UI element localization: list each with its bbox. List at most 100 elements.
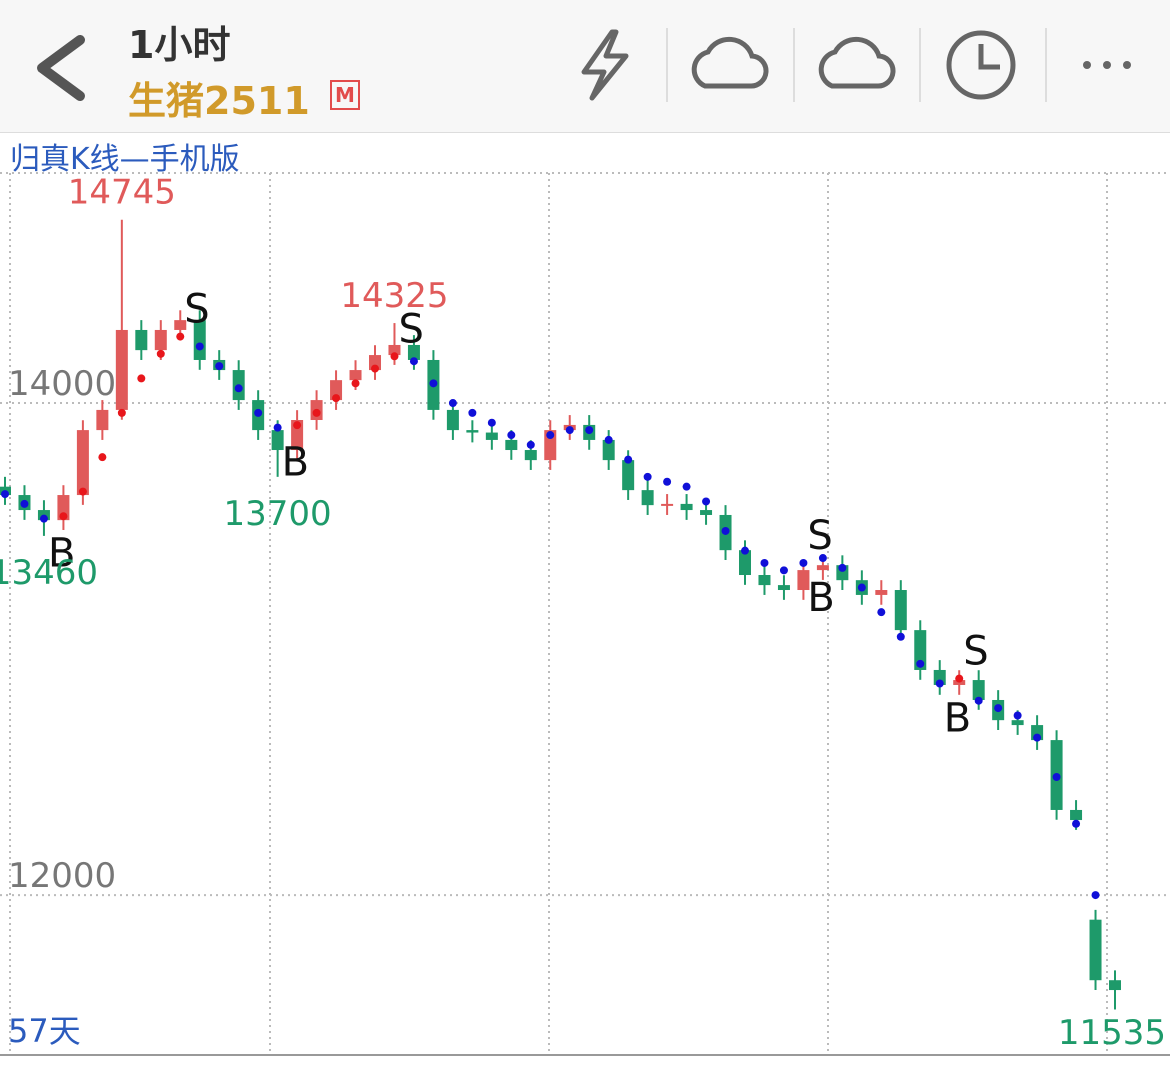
trend-dot (994, 704, 1003, 713)
candle-body (777, 585, 790, 591)
candle-body (505, 439, 518, 451)
candle-body (135, 329, 148, 351)
candle-body (661, 503, 674, 506)
candle-body (1070, 809, 1083, 821)
cloud-sync-icon[interactable] (818, 36, 896, 89)
trend-dot (195, 342, 204, 351)
trend-dot (818, 554, 827, 563)
trend-dot (351, 379, 360, 388)
trend-dot (78, 487, 87, 496)
back-button[interactable] (37, 35, 85, 101)
candle-body (1031, 725, 1044, 741)
trend-dot (390, 352, 399, 361)
trend-dot (916, 659, 925, 668)
y-tick-label: 12000 (8, 856, 116, 896)
candle-body (563, 424, 576, 431)
trend-dot (974, 696, 983, 705)
trend-dot (935, 679, 944, 688)
candle-body (758, 575, 771, 586)
trend-dot (429, 379, 438, 388)
candle-body (18, 495, 31, 511)
candle-body (680, 503, 693, 511)
trend-dot (254, 408, 263, 417)
watermark: 归真K线—手机版 (10, 142, 240, 177)
trend-dot (546, 431, 555, 440)
trend-dot (176, 332, 185, 341)
candle-body (972, 680, 985, 700)
trend-dot (1033, 733, 1042, 742)
price-label: 14325 (340, 276, 448, 316)
price-label: 13700 (224, 494, 332, 534)
candle-body (76, 430, 89, 496)
candle-body (583, 424, 596, 440)
trend-dot (760, 558, 769, 567)
trend-dot (234, 384, 243, 393)
trend-dot (273, 423, 282, 432)
candle-body (232, 370, 245, 401)
trend-dot (507, 431, 516, 440)
candle-body (953, 680, 966, 685)
candle-body (174, 320, 187, 330)
exchange-badge: M (330, 80, 360, 110)
trend-dot (448, 399, 457, 408)
trend-dot (409, 357, 418, 366)
signal-label: B (48, 531, 75, 577)
candle-body (369, 355, 381, 371)
candle-body (641, 490, 654, 506)
price-label: 13460 (0, 553, 98, 593)
cloud-flash-icon[interactable] (691, 36, 769, 89)
trend-dot (59, 512, 68, 521)
candle-body (349, 370, 362, 381)
trend-dot (1, 490, 9, 499)
trend-dot (896, 632, 905, 641)
more-button[interactable] (1083, 61, 1131, 69)
trend-dot (526, 440, 535, 449)
candle-body (914, 630, 927, 670)
candle-body (37, 510, 50, 521)
trend-dot (585, 426, 594, 435)
trend-dot (702, 497, 711, 506)
candle-body (739, 550, 751, 576)
trend-dot (682, 482, 691, 491)
candle-body (427, 359, 440, 410)
candle-body (602, 439, 615, 461)
trend-dot (1052, 772, 1061, 781)
trend-dot (312, 408, 321, 417)
candle-body (407, 344, 420, 360)
candle-body (446, 409, 459, 431)
flash-icon[interactable] (581, 29, 629, 101)
trend-dot (565, 426, 574, 435)
signal-label: B (944, 696, 971, 742)
toolbar-icons (37, 28, 1131, 102)
candle-body (933, 669, 946, 685)
candle-body (894, 590, 907, 631)
candle-body (252, 400, 265, 431)
candle-body (1011, 720, 1024, 726)
trend-dot (20, 499, 29, 508)
candle-body (466, 430, 479, 433)
candle-body (291, 420, 304, 451)
signal-label: S (398, 306, 423, 352)
candle-body (0, 486, 11, 496)
signal-label: B (807, 575, 834, 621)
trend-dot (487, 418, 496, 427)
candle-body (193, 320, 206, 360)
signal-label: S (184, 287, 209, 333)
trend-dot (293, 421, 302, 430)
time-grid (9, 173, 1108, 1055)
trend-dot (39, 514, 48, 523)
clock-icon[interactable] (946, 30, 1016, 100)
candle-body (622, 460, 635, 491)
trend-dot (468, 408, 477, 417)
trend-dot (1013, 711, 1022, 720)
trend-dot (721, 526, 730, 535)
candle-body (816, 565, 829, 571)
candle-body (485, 432, 498, 440)
candle-body (57, 495, 70, 521)
period-count: 57天 (8, 1012, 81, 1050)
trend-dot (1072, 819, 1081, 828)
trend-dot (663, 477, 672, 486)
trend-dot (624, 455, 633, 464)
candle-body (1050, 740, 1063, 810)
trend-dot (371, 364, 379, 373)
